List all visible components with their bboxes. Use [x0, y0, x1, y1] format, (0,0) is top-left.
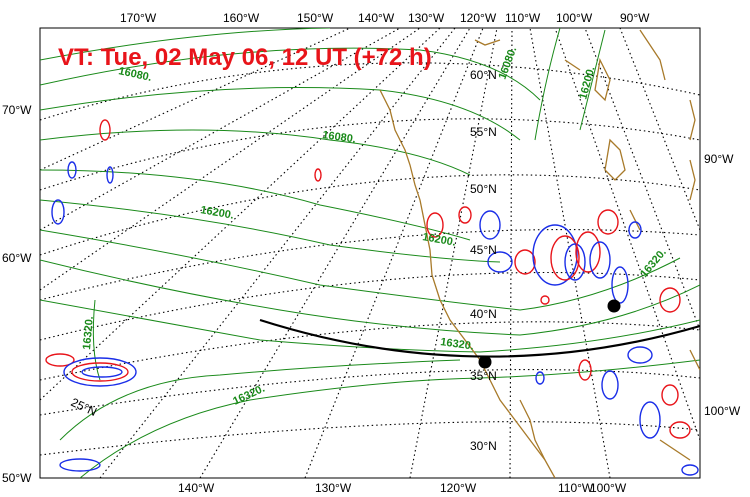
lat-label: 25°N — [69, 395, 99, 419]
side-label: 50°W — [2, 471, 32, 485]
lat-label: 45°N — [470, 243, 497, 257]
cross-section-end-dot[interactable] — [607, 299, 621, 313]
contour-label: 16200. — [199, 204, 234, 222]
valid-time-title: VT: Tue, 02 May 06, 12 UT (+72 h) — [58, 44, 432, 71]
lon-label: 120°W — [440, 481, 477, 495]
contour-label: 16320. — [231, 383, 267, 408]
lon-label: 100°W — [590, 481, 627, 495]
lat-label: 60°N — [470, 68, 497, 82]
right-side-labels: 90°W 100°W — [704, 152, 741, 418]
side-label: 100°W — [704, 404, 741, 418]
lon-label: 100°W — [556, 11, 593, 25]
contour-label: 16320. — [638, 246, 669, 279]
latitude-graticule — [40, 62, 700, 456]
lon-label: 110°W — [505, 11, 541, 25]
contour-label: 16200. — [421, 231, 456, 249]
lat-label: 50°N — [470, 182, 497, 196]
lat-label: 40°N — [470, 307, 497, 321]
contour-label: 16320. — [440, 336, 475, 353]
lon-label: 160°W — [223, 11, 260, 25]
map-frame — [39, 27, 701, 479]
side-label: 70°W — [2, 103, 32, 117]
contour-label: 16200. — [577, 65, 597, 101]
top-longitude-labels: 170°W 160°W 150°W 140°W 130°W 120°W 110°… — [120, 11, 650, 25]
contour-label: 16320. — [81, 316, 96, 351]
anomaly-contours — [45, 119, 699, 476]
lon-label: 110°W — [558, 481, 594, 495]
lon-label: 140°W — [178, 481, 215, 495]
contour-label: 16080. — [322, 129, 357, 146]
lat-label: 55°N — [470, 125, 497, 139]
left-side-labels: 70°W 60°W 50°W — [2, 103, 32, 485]
lon-label: 90°W — [620, 11, 650, 25]
bottom-longitude-labels: 140°W 130°W 120°W 110°W 100°W — [178, 481, 627, 495]
lon-label: 150°W — [297, 11, 334, 25]
cross-section-line — [259, 318, 700, 358]
lon-label: 130°W — [408, 11, 445, 25]
lon-label: 130°W — [315, 481, 352, 495]
lon-label: 120°W — [460, 11, 497, 25]
lon-label: 170°W — [120, 11, 157, 25]
coastline — [379, 29, 700, 478]
lat-label: 30°N — [470, 439, 497, 453]
lon-label: 140°W — [358, 11, 395, 25]
contour-label: 16080. — [497, 45, 520, 81]
lat-label: 35°N — [470, 369, 497, 383]
cross-section-start-dot[interactable] — [478, 355, 492, 369]
side-label: 90°W — [704, 152, 734, 166]
side-label: 60°W — [2, 251, 32, 265]
